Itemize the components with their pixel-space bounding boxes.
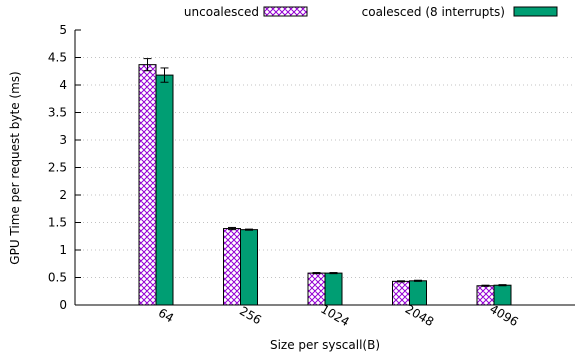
legend: uncoalesced coalesced (8 interrupts) (184, 5, 558, 19)
x-tick-label: 4096 (487, 302, 520, 329)
x-axis-title: Size per syscall(B) (270, 338, 380, 352)
bar-uncoalesced (392, 280, 410, 306)
y-tick-label: 2.5 (48, 161, 67, 175)
y-tick-label: 1 (59, 243, 67, 257)
y-tick-label: 5 (59, 23, 67, 37)
y-tick-label: 1.5 (48, 216, 67, 230)
bar-uncoalesced (138, 64, 157, 306)
bar-uncoalesced (223, 228, 241, 306)
x-tick-label: 64 (156, 306, 176, 326)
y-tick-label: 3.5 (48, 106, 67, 120)
legend-swatch-coalesced (513, 6, 558, 17)
x-tick-label: 256 (237, 304, 264, 328)
y-tick-label: 2 (59, 188, 67, 202)
bar-coalesced (409, 280, 427, 306)
bar-uncoalesced (476, 285, 495, 306)
bars (138, 58, 512, 306)
y-tick-label: 0.5 (48, 271, 67, 285)
y-tick-label: 4.5 (48, 51, 67, 65)
grid-lines (75, 57, 575, 278)
y-tick-label: 4 (59, 78, 67, 92)
y-axis-title: GPU Time per request byte (ms) (8, 71, 22, 264)
y-tick-label: 0 (59, 298, 67, 312)
bar-uncoalesced (307, 272, 326, 306)
bar-coalesced (324, 272, 343, 306)
axes: 0 0.5 1 1.5 2 2.5 3 3.5 4 4.5 5 64 256 1024 2048 4096 (48, 23, 575, 329)
legend-label: coalesced (8 interrupts) (362, 5, 505, 19)
bar-coalesced (240, 229, 258, 306)
legend-label: uncoalesced (184, 5, 259, 19)
y-tick-label: 3 (59, 133, 67, 147)
bar-coalesced (155, 74, 174, 306)
x-tick-label: 2048 (403, 302, 436, 329)
x-tick-label: 1024 (318, 302, 351, 329)
legend-swatch-uncoalesced (263, 6, 308, 17)
